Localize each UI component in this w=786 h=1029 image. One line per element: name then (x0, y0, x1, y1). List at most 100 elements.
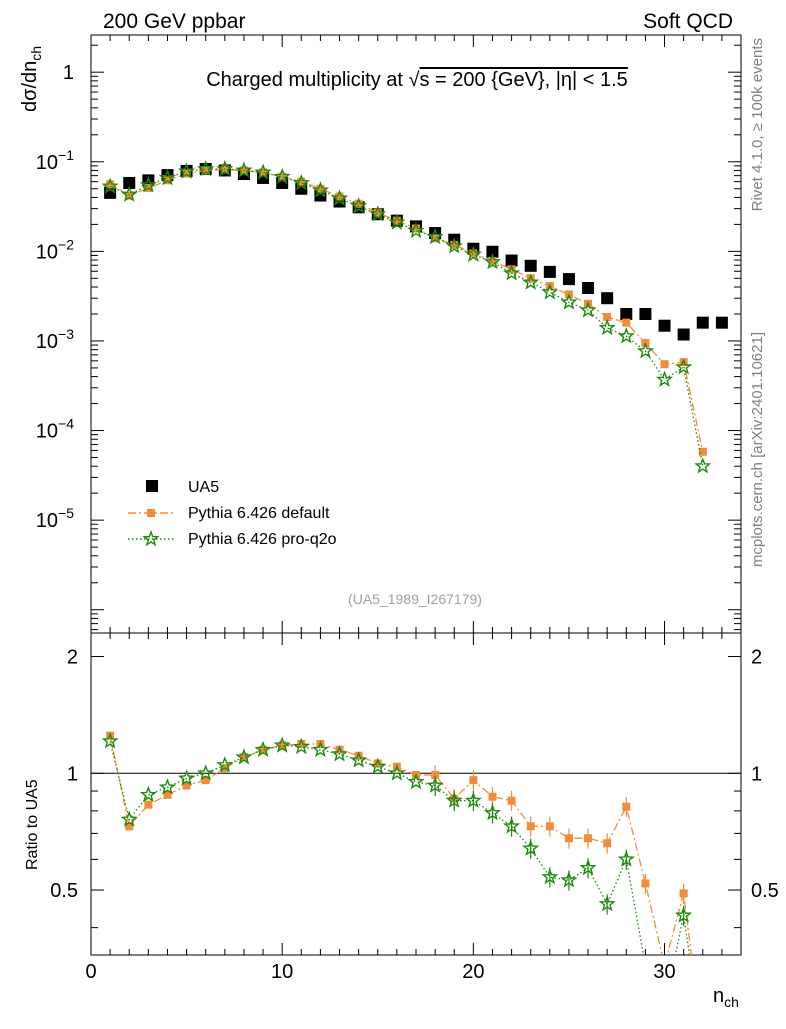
data-point-proq2o (101, 177, 119, 194)
ratio-point-proq2o (560, 871, 578, 888)
ratio-point-default (373, 759, 382, 768)
data-point-proq2o (331, 189, 349, 206)
data-point-default (316, 184, 325, 193)
ratio-point-default (335, 745, 344, 754)
data-point-proq2o (560, 293, 578, 310)
data-point-default (392, 216, 401, 225)
data-point-default (335, 192, 344, 201)
analysis-watermark: (UA5_1989_I267179) (348, 591, 482, 607)
data-point-proq2o (139, 175, 157, 193)
ratio-tick-label-right: 0.5 (751, 880, 779, 902)
data-point-proq2o (158, 168, 177, 186)
data-point-default (469, 249, 478, 258)
legend-marker-proq2o (142, 529, 160, 547)
data-point-ua5 (696, 316, 709, 329)
ratio-point-default (201, 776, 210, 785)
data-point-proq2o (617, 327, 635, 344)
data-point-proq2o (235, 161, 253, 178)
main-series (101, 159, 728, 474)
legend-marker-default (147, 509, 155, 517)
ratio-tick-labels: 0.5 0.5 1 1 2 2 (50, 647, 779, 903)
data-point-default (259, 168, 268, 177)
ratio-point-default (469, 776, 478, 785)
ratio-point-proq2o (120, 810, 138, 827)
ratio-point-proq2o (331, 745, 349, 762)
y-tick-label: 10−5 (36, 505, 74, 532)
data-point-default (354, 199, 363, 208)
ratio-point-default (297, 739, 306, 748)
data-point-default (507, 265, 516, 274)
ratio-line-proq2o (109, 741, 691, 955)
data-point-default (450, 240, 459, 249)
ratio-point-proq2o (139, 785, 157, 803)
ratio-tick-label-right: 2 (751, 647, 762, 669)
data-point-proq2o (311, 181, 330, 198)
x-tick-label: 10 (271, 961, 293, 983)
data-point-ua5 (505, 254, 518, 267)
ratio-tick-label-left: 2 (67, 647, 78, 669)
ratio-point-proq2o (598, 895, 616, 912)
ratio-point-default (641, 879, 650, 888)
ratio-point-proq2o (522, 839, 540, 856)
rivet-version-label: Rivet 4.1.0, ≥ 100k events (749, 38, 766, 211)
data-point-proq2o (197, 159, 215, 177)
data-point-default (182, 169, 191, 178)
ratio-point-default (182, 781, 191, 790)
mcplots-label: mcplots.cern.ch [arXiv:2401.10621] (749, 332, 766, 567)
ratio-point-proq2o (445, 791, 463, 808)
data-point-default (412, 224, 420, 233)
data-point-proq2o (445, 237, 463, 254)
data-point-default (488, 257, 497, 266)
x-tick-labels: 0 10 20 30 (85, 961, 675, 983)
ratio-point-default (622, 802, 631, 811)
data-point-proq2o (541, 283, 559, 300)
ratio-point-proq2o (407, 772, 425, 790)
y-tick-label: 10−2 (36, 236, 74, 263)
data-point-ua5 (639, 307, 652, 320)
ratio-point-proq2o (158, 778, 177, 795)
ratio-point-proq2o (197, 764, 215, 781)
ratio-series (101, 731, 693, 955)
ratio-point-default (259, 745, 268, 754)
ratio-point-proq2o (617, 850, 635, 867)
ratio-tick-label-left: 0.5 (50, 880, 78, 902)
ratio-point-proq2o (177, 769, 196, 786)
y-axis-label: dσ/dnch (19, 46, 44, 112)
data-point-default (106, 180, 115, 189)
header-right-label: Soft QCD (643, 10, 733, 33)
data-point-proq2o (483, 252, 501, 270)
data-point-default (526, 274, 535, 283)
ratio-point-default (507, 796, 516, 805)
ratio-point-proq2o (369, 757, 387, 774)
svg-text:Ratio to UA5: Ratio to UA5 (24, 779, 41, 870)
y-tick-label: 10−1 (36, 147, 74, 174)
ratio-point-default (545, 822, 554, 831)
ratio-point-proq2o (292, 737, 310, 755)
ratio-point-proq2o (254, 740, 272, 758)
data-point-proq2o (694, 457, 712, 474)
y-tick-label: 10−4 (36, 416, 74, 443)
x-tick-label: 20 (462, 961, 484, 983)
ratio-point-proq2o (502, 817, 521, 834)
data-point-ua5 (543, 265, 556, 278)
ratio-point-proq2o (101, 732, 119, 749)
ratio-point-proq2o (483, 804, 501, 821)
data-point-default (373, 208, 382, 217)
axis-ticks (90, 35, 742, 955)
data-point-ua5 (486, 245, 499, 258)
header-left-label: 200 GeV ppbar (103, 10, 245, 33)
data-point-proq2o (502, 264, 521, 281)
ratio-point-proq2o (579, 859, 597, 876)
ratio-point-proq2o (311, 740, 330, 758)
data-point-default (431, 234, 440, 243)
data-point-ua5 (658, 319, 671, 332)
chart-title: Charged multiplicity at √s = 200 {GeV}, … (206, 69, 628, 91)
ratio-point-proq2o (350, 751, 368, 768)
legend-label-ua5: UA5 (188, 479, 219, 496)
x-tick-label: 0 (85, 961, 96, 983)
ratio-point-default (431, 770, 440, 779)
data-point-proq2o (656, 370, 674, 387)
data-point-default (125, 191, 134, 200)
data-point-proq2o (522, 273, 540, 290)
